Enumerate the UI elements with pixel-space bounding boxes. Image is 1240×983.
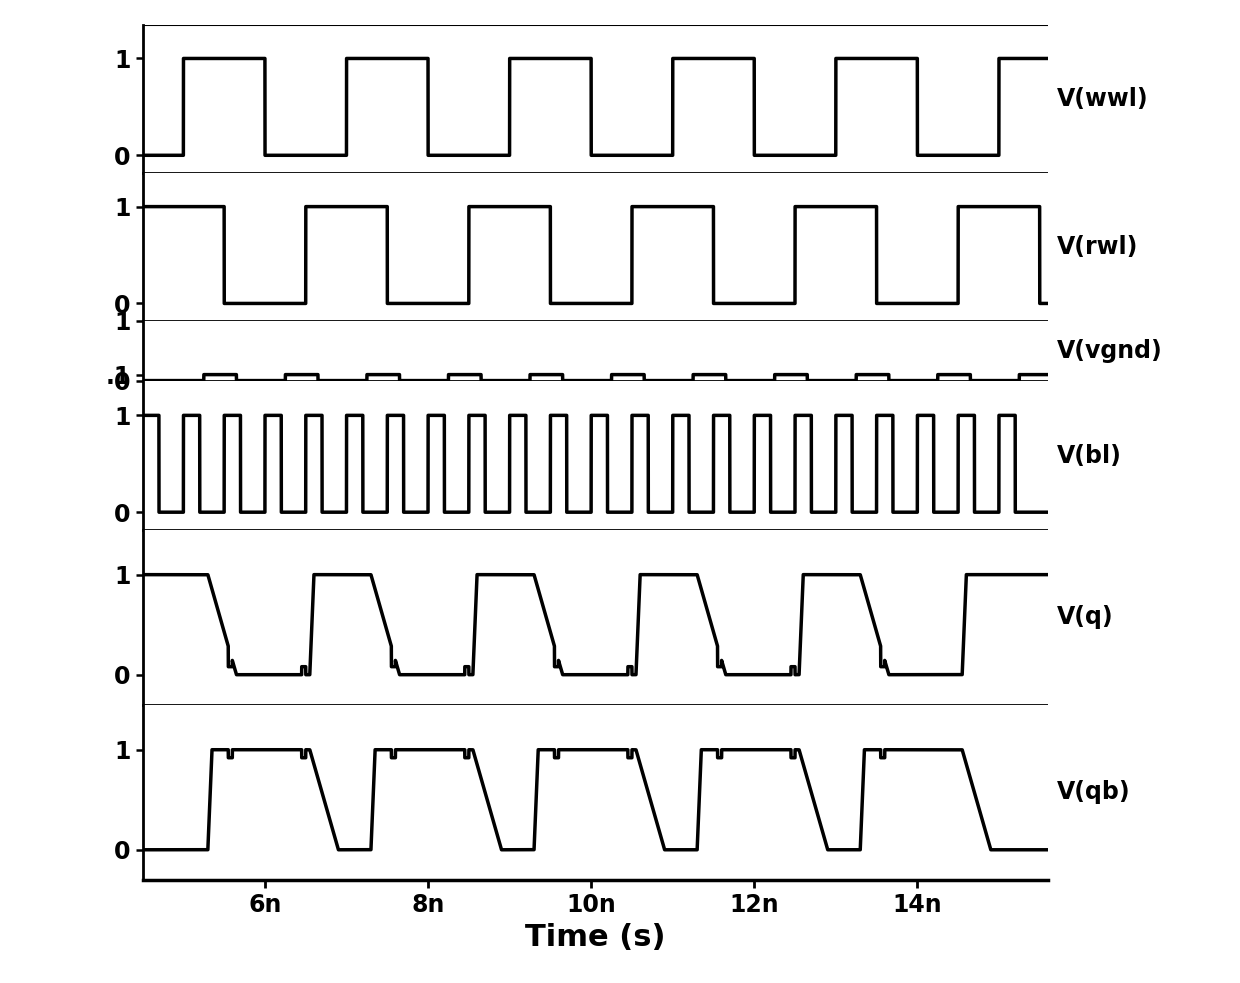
X-axis label: Time (s): Time (s) [525,922,666,952]
Text: V(rwl): V(rwl) [1056,235,1138,259]
Text: V(q): V(q) [1056,606,1114,629]
Text: V(vgnd): V(vgnd) [1056,339,1163,363]
Text: V(qb): V(qb) [1056,781,1131,804]
Text: V(wwl): V(wwl) [1056,87,1148,111]
Text: V(bl): V(bl) [1056,443,1122,468]
